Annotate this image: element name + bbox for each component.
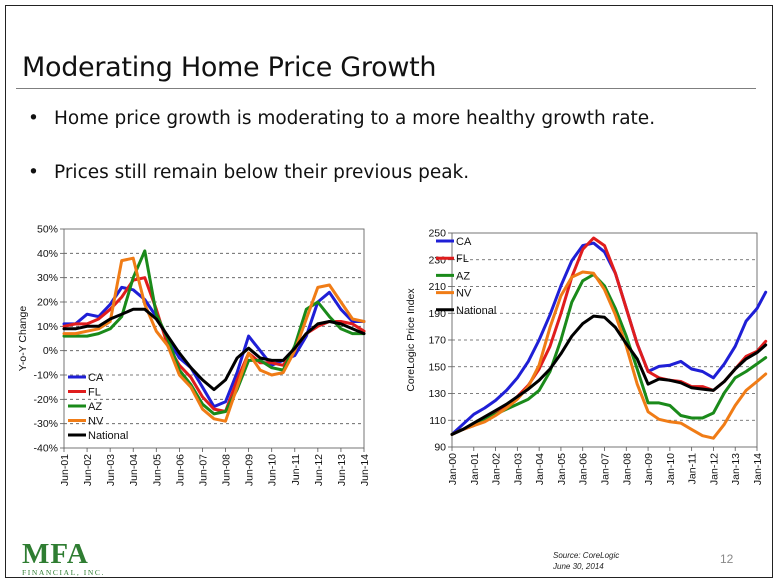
y-tick-label: 130 <box>428 388 446 400</box>
bullet-text: Prices still remain below their previous… <box>54 162 470 183</box>
x-tick-label: Jun-07 <box>197 454 209 486</box>
x-tick-label: Jan-08 <box>621 453 633 485</box>
y-tick-label: 230 <box>428 254 446 266</box>
y-tick-label: 40% <box>37 248 58 260</box>
series-line-nv <box>62 256 366 423</box>
legend: CA FL AZ NV National <box>68 372 128 442</box>
y-tick-label: -40% <box>33 443 58 455</box>
x-tick-label: Jun-01 <box>59 454 71 486</box>
legend-label: CA <box>88 372 104 384</box>
x-tick-label: Jan-10 <box>665 453 677 485</box>
legend-label: FL <box>88 387 101 399</box>
x-tick-label: Jun-03 <box>105 454 117 486</box>
y-tick-label: 90 <box>434 442 446 454</box>
x-tick-label: Jan-14 <box>752 453 764 485</box>
y-tick-label: 50% <box>37 224 58 236</box>
x-tick-label: Jun-06 <box>174 454 186 486</box>
y-tick-label: -30% <box>33 418 58 430</box>
legend-label: AZ <box>88 401 102 413</box>
plot-frame <box>63 228 365 449</box>
x-tick-label: Jan-01 <box>469 453 481 485</box>
bullet-dot: • <box>28 162 39 183</box>
legend-label: CA <box>456 236 472 248</box>
y-tick-label: 20% <box>37 297 58 309</box>
x-tick-label: Jan-11 <box>687 453 699 484</box>
title-divider <box>16 88 756 89</box>
y-tick-label: 210 <box>428 281 446 293</box>
legend-label: National <box>88 430 128 442</box>
legend-label: NV <box>88 416 104 428</box>
y-tick-label: 10% <box>37 321 58 333</box>
x-tick-label: Jan-05 <box>556 453 568 485</box>
y-tick-label: 170 <box>428 335 446 347</box>
source-note: Source: CoreLogic June 30, 2014 <box>553 550 619 572</box>
series-line-nv <box>450 270 768 440</box>
x-tick-label: Jan-04 <box>534 453 546 485</box>
y-tick-label: 250 <box>428 228 446 240</box>
legend: CA FL AZ NV National <box>436 236 496 317</box>
x-tick-label: Jan-07 <box>600 453 612 485</box>
y-axis-label: Y-o-Y Change <box>17 306 29 372</box>
x-tick-label: Jun-13 <box>336 454 348 486</box>
source-line: Source: CoreLogic <box>553 551 620 560</box>
x-tick-label: Jan-12 <box>708 453 720 485</box>
series-line-national <box>450 314 768 436</box>
x-tick-label: Jun-10 <box>267 454 279 486</box>
x-tick-label: Jun-08 <box>221 454 233 486</box>
y-tick-label: -10% <box>33 370 58 382</box>
x-tick-label: Jan-00 <box>447 453 459 485</box>
mfa-logo: MFA FINANCIAL, INC. <box>22 538 105 578</box>
series-line-national <box>62 307 366 392</box>
x-tick-label: Jun-12 <box>313 454 325 486</box>
logo-wordmark: MFA <box>22 538 89 570</box>
series-line-fl <box>62 276 366 413</box>
x-tick-label: Jun-04 <box>128 454 140 486</box>
x-tick-label: Jun-02 <box>82 454 94 486</box>
legend-label: National <box>456 305 496 317</box>
y-tick-label: 30% <box>37 272 58 284</box>
legend-label: AZ <box>456 270 470 282</box>
y-tick-label: 150 <box>428 361 446 373</box>
x-tick-label: Jan-03 <box>512 453 524 485</box>
yoy-change-chart: -40% -30% -20% -10% 0% 10% 20% 30% 40% 50% Jun-01 J… <box>17 224 371 487</box>
y-tick-label: 0% <box>43 345 58 357</box>
x-tick-label: Jun-14 <box>359 454 371 486</box>
bullet-dot: • <box>28 108 39 129</box>
slide-title: Moderating Home Price Growth <box>22 52 437 83</box>
x-tick-label: Jan-13 <box>730 453 742 485</box>
x-tick-label: Jun-09 <box>244 454 256 486</box>
page-number: 12 <box>720 552 734 566</box>
legend-label: FL <box>456 253 469 265</box>
x-tick-label: Jun-11 <box>290 454 302 485</box>
y-axis-label: CoreLogic Price Index <box>405 288 417 392</box>
x-tick-label: Jun-05 <box>151 454 163 486</box>
series-line-az <box>62 249 366 416</box>
bullet-text: Home price growth is moderating to a mor… <box>54 108 656 129</box>
bullet-list: • Home price growth is moderating to a m… <box>28 108 655 183</box>
legend-label: NV <box>456 288 472 300</box>
y-tick-label: -20% <box>33 394 58 406</box>
bullet-item: • Prices still remain below their previo… <box>28 162 655 183</box>
source-date: June 30, 2014 <box>553 562 604 571</box>
y-tick-label: 110 <box>429 415 446 427</box>
x-tick-label: Jan-09 <box>643 453 655 485</box>
x-tick-label: Jan-06 <box>578 453 590 485</box>
x-tick-label: Jan-02 <box>491 453 503 485</box>
logo-subtitle: FINANCIAL, INC. <box>22 568 105 577</box>
bullet-item: • Home price growth is moderating to a m… <box>28 108 655 129</box>
